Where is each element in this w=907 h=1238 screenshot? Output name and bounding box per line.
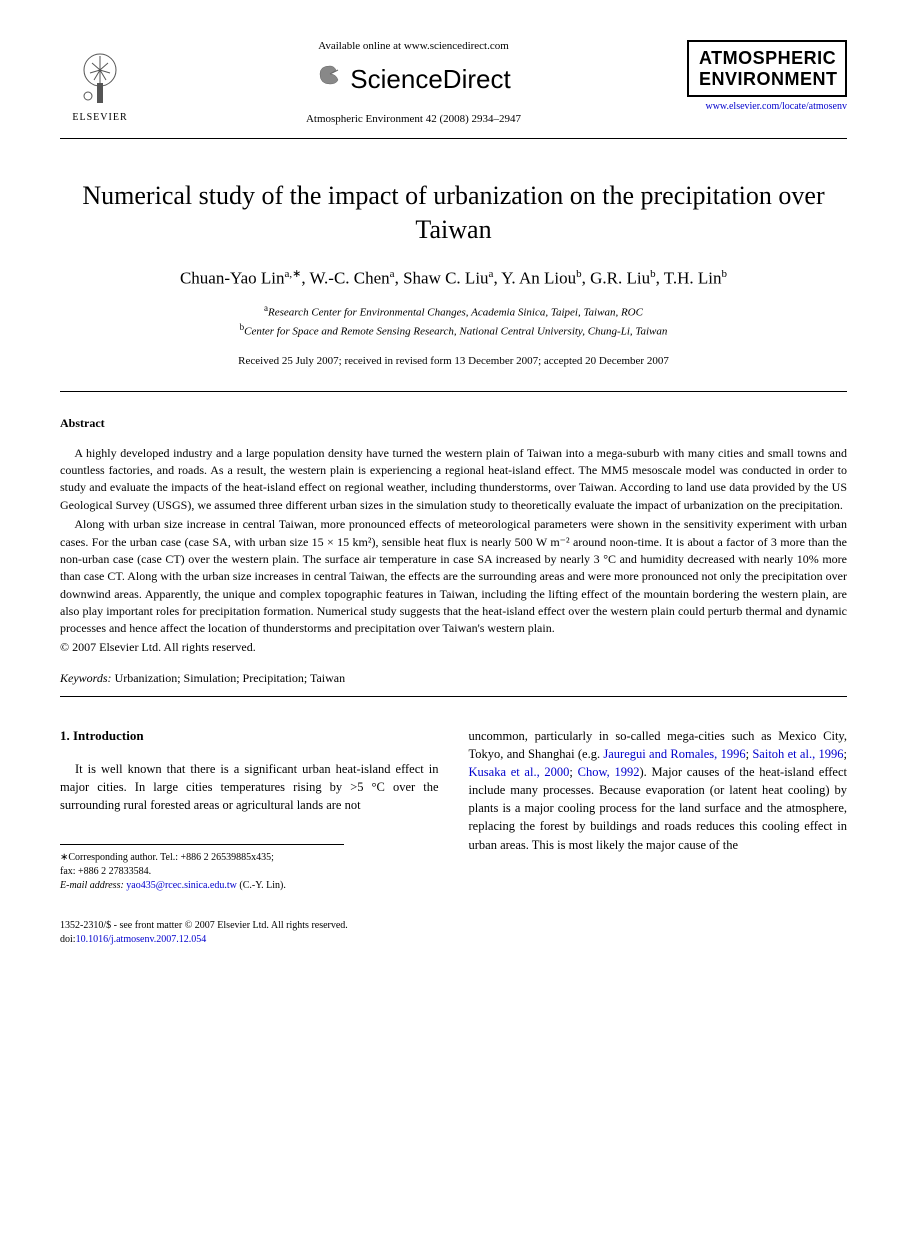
journal-name-line1: ATMOSPHERIC [699,48,835,69]
authors: Chuan-Yao Lina,∗, W.-C. Chena, Shaw C. L… [60,267,847,289]
corr-email[interactable]: yao435@rcec.sinica.edu.tw [126,880,237,891]
intro-para-right: uncommon, particularly in so-called mega… [469,727,848,854]
journal-box-wrapper: ATMOSPHERIC ENVIRONMENT www.elsevier.com… [687,40,847,118]
article-dates: Received 25 July 2007; received in revis… [60,355,847,367]
keywords: Keywords: Urbanization; Simulation; Prec… [60,671,847,686]
header-top: ELSEVIER Available online at www.science… [60,40,847,130]
journal-box: ATMOSPHERIC ENVIRONMENT [687,40,847,97]
ref-link[interactable]: Kusaka et al., 2000 [469,765,570,779]
intro-para-left: It is well known that there is a signifi… [60,760,439,814]
divider-bottom [60,696,847,697]
corr-line1: ∗Corresponding author. Tel.: +886 2 2653… [60,851,344,865]
journal-link[interactable]: www.elsevier.com/locate/atmosenv [687,101,847,112]
sciencedirect-icon [316,60,344,88]
column-right: uncommon, particularly in so-called mega… [469,727,848,893]
ref-link[interactable]: Chow, 1992 [578,765,640,779]
abstract-heading: Abstract [60,416,847,431]
article-title: Numerical study of the impact of urbaniz… [60,179,847,247]
divider-top [60,138,847,139]
doi-link[interactable]: 10.1016/j.atmosenv.2007.12.054 [76,934,207,945]
journal-name-line2: ENVIRONMENT [699,69,835,90]
available-online-text: Available online at www.sciencedirect.co… [160,40,667,52]
section-1-heading: 1. Introduction [60,727,439,746]
divider-mid [60,391,847,392]
sciencedirect-logo: ScienceDirect [160,60,667,95]
journal-citation: Atmospheric Environment 42 (2008) 2934–2… [160,113,667,125]
elsevier-tree-icon [70,48,130,108]
corr-line2: fax: +886 2 27833584. [60,865,344,879]
elsevier-logo: ELSEVIER [60,40,140,130]
sciencedirect-text: ScienceDirect [350,64,510,95]
doi-label: doi: [60,934,76,945]
footer-issn: 1352-2310/$ - see front matter © 2007 El… [60,919,847,933]
column-left: 1. Introduction It is well known that th… [60,727,439,893]
keywords-text: Urbanization; Simulation; Precipitation;… [115,671,346,685]
corr-email-suffix: (C.-Y. Lin). [239,880,285,891]
corr-email-line: E-mail address: yao435@rcec.sinica.edu.t… [60,879,344,893]
ref-link[interactable]: Jauregui and Romales, 1996 [603,747,745,761]
footer-doi-line: doi:10.1016/j.atmosenv.2007.12.054 [60,933,847,947]
ref-link[interactable]: Saitoh et al., 1996 [752,747,843,761]
affiliation-b: bCenter for Space and Remote Sensing Res… [60,321,847,340]
abstract-para-1: A highly developed industry and a large … [60,445,847,515]
keywords-label: Keywords: [60,671,112,685]
elsevier-text: ELSEVIER [72,112,127,123]
affiliation-a: aResearch Center for Environmental Chang… [60,302,847,321]
copyright: © 2007 Elsevier Ltd. All rights reserved… [60,640,847,655]
corr-email-label: E-mail address: [60,880,124,891]
two-column-body: 1. Introduction It is well known that th… [60,727,847,893]
center-header: Available online at www.sciencedirect.co… [140,40,687,125]
footer: 1352-2310/$ - see front matter © 2007 El… [60,919,847,947]
abstract-para-2: Along with urban size increase in centra… [60,516,847,638]
corresponding-author: ∗Corresponding author. Tel.: +886 2 2653… [60,844,344,893]
affiliations: aResearch Center for Environmental Chang… [60,302,847,340]
